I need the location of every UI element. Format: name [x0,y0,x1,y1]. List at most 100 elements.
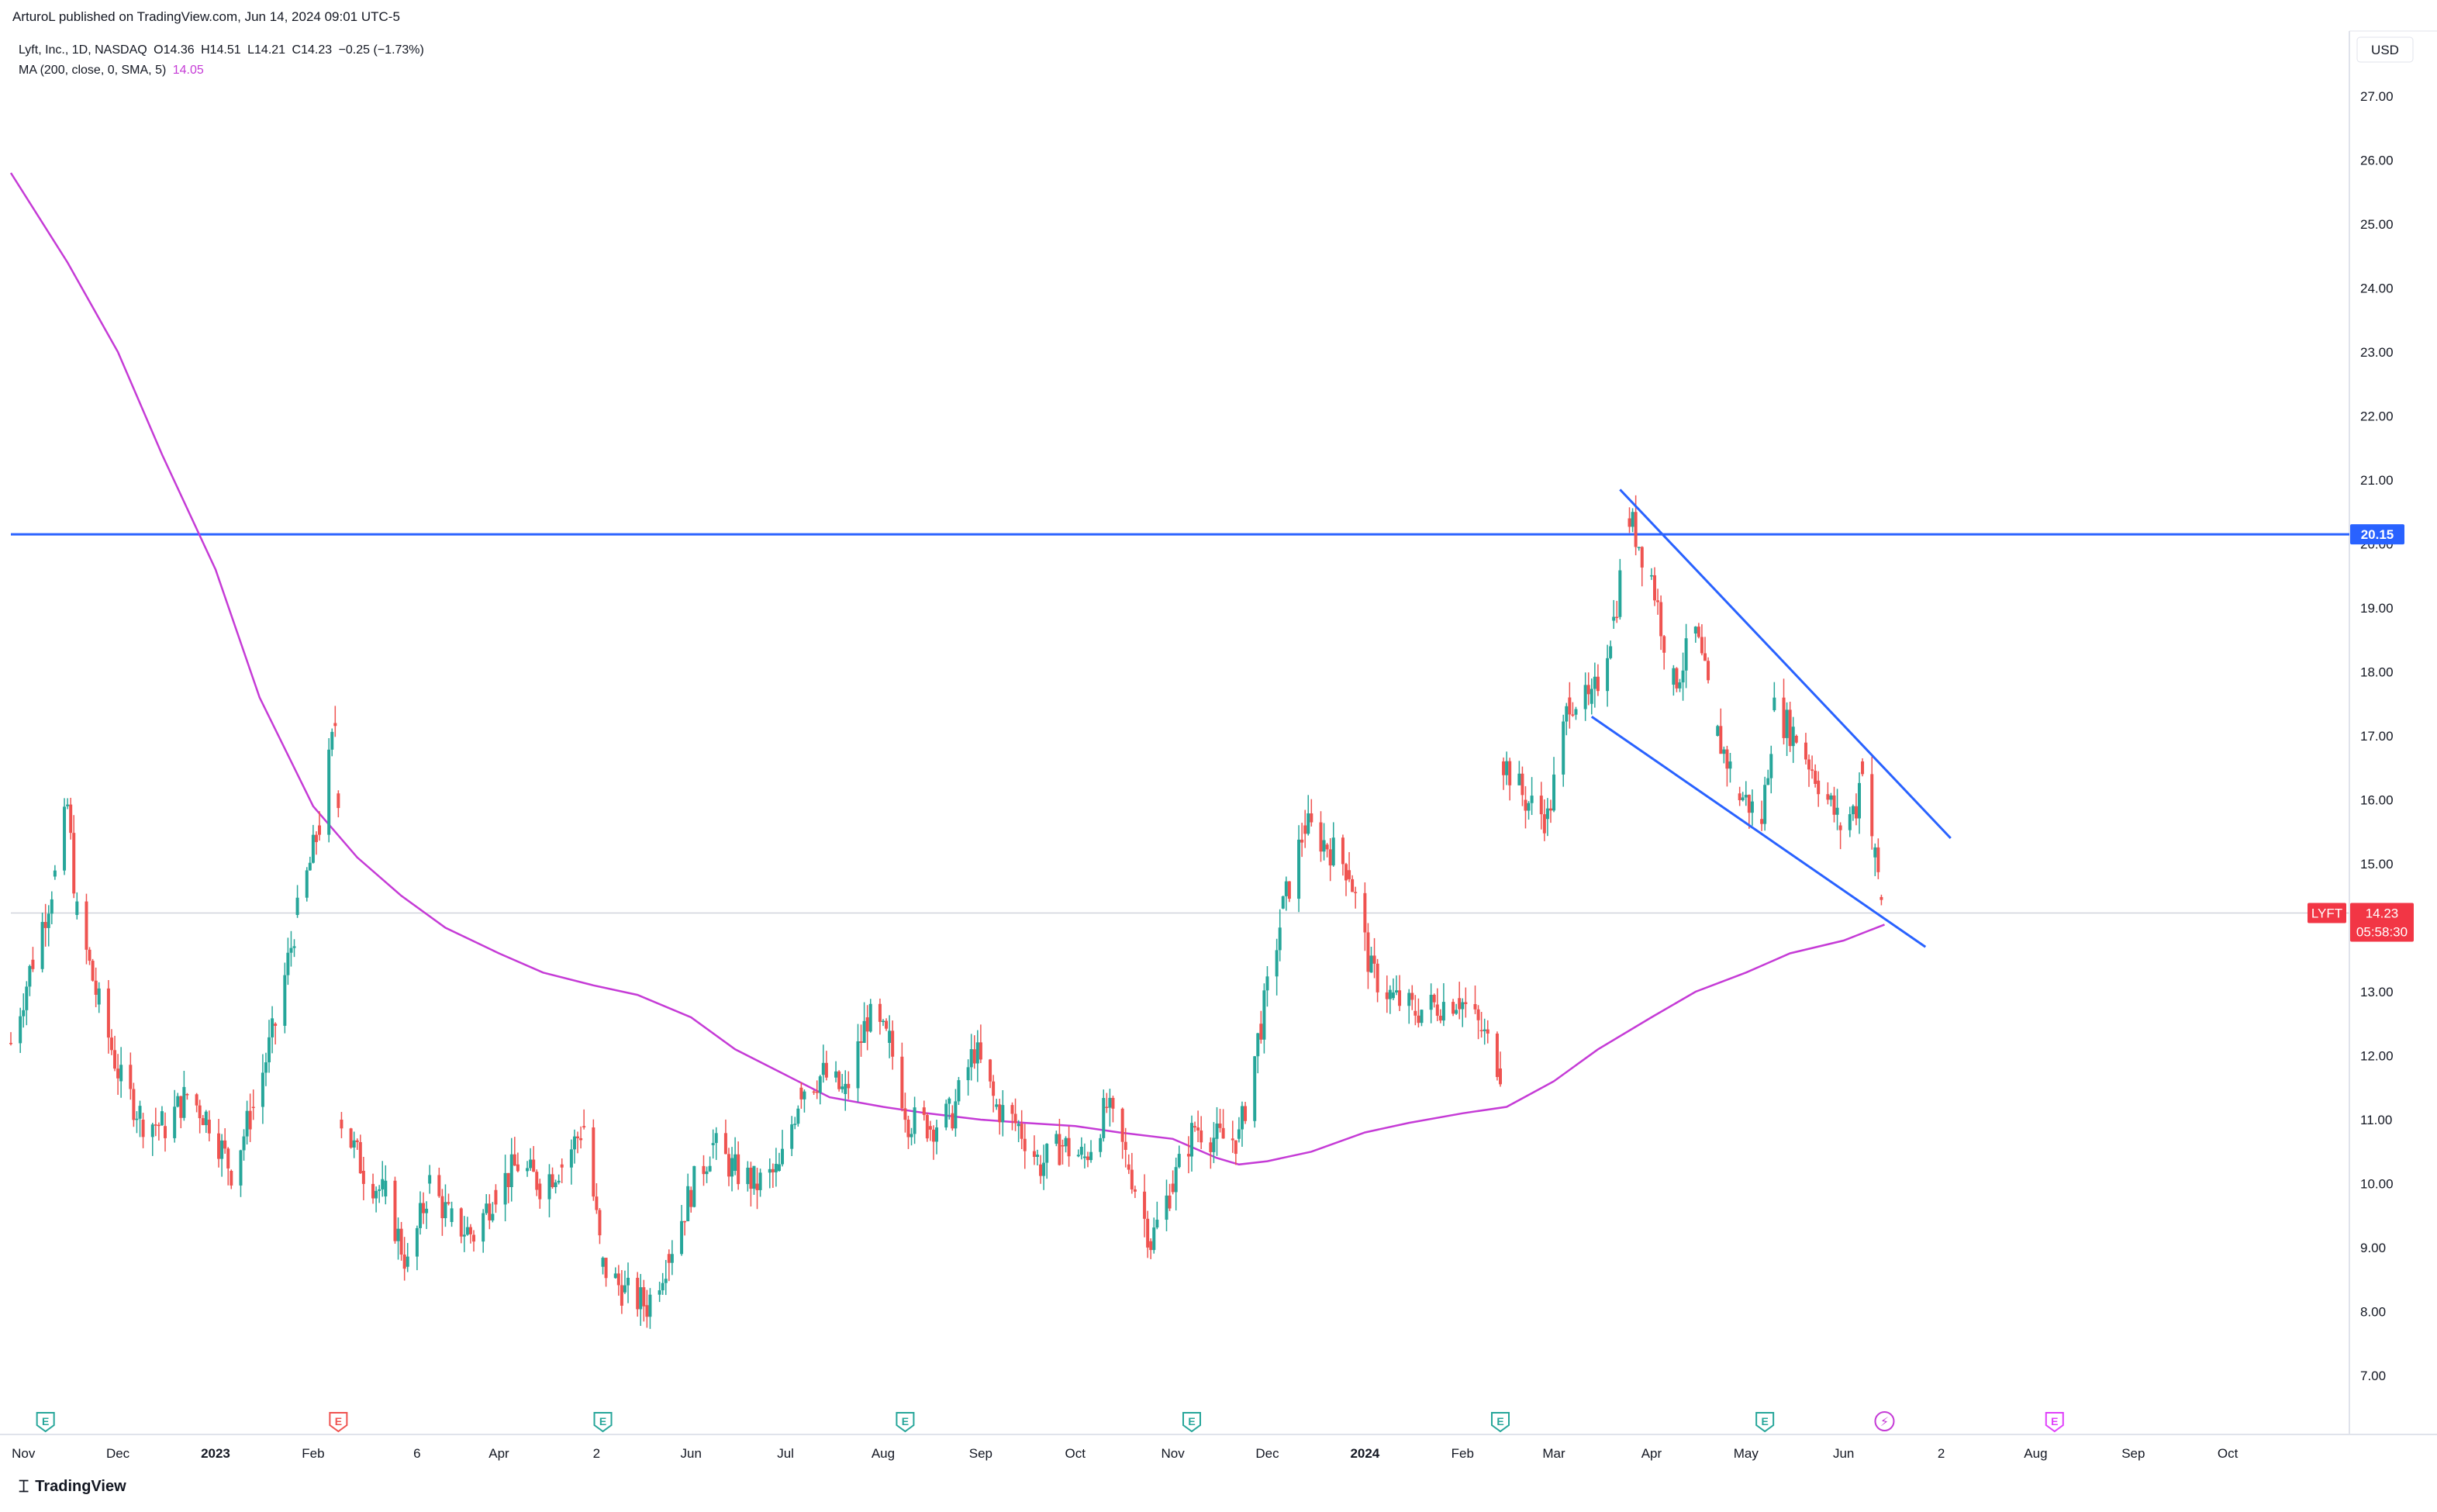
candle-body[interactable] [75,901,79,915]
candle-body[interactable] [1634,512,1638,547]
candle-body[interactable] [569,1149,573,1168]
candle-body[interactable] [399,1228,403,1255]
candle-body[interactable] [1725,749,1729,769]
candle-body[interactable] [1234,1140,1237,1155]
candle-body[interactable] [526,1168,530,1172]
candle-body[interactable] [865,1017,869,1032]
candle-body[interactable] [176,1096,180,1107]
candle-body[interactable] [551,1174,554,1187]
candle-body[interactable] [1307,813,1310,834]
candle-body[interactable] [554,1182,557,1187]
candle-body[interactable] [1596,676,1600,692]
earnings-icon[interactable] [896,1412,915,1433]
candle-body[interactable] [734,1154,737,1171]
candle-body[interactable] [989,1059,992,1082]
candle-body[interactable] [723,1133,727,1155]
candle-body[interactable] [1259,1024,1263,1040]
candle-body[interactable] [1102,1098,1106,1138]
candle-body[interactable] [422,1203,426,1213]
candle-body[interactable] [595,1196,599,1210]
candle-body[interactable] [1001,1105,1005,1123]
candle-body[interactable] [1854,806,1858,819]
candle-body[interactable] [755,1183,759,1190]
candle-body[interactable] [314,834,318,843]
candle-body[interactable] [1388,989,1392,999]
candle-body[interactable] [1020,1124,1023,1139]
candle-body[interactable] [1171,1183,1175,1193]
candle-body[interactable] [50,899,54,914]
candle-body[interactable] [1127,1164,1130,1170]
candle-body[interactable] [1108,1097,1112,1108]
candle-body[interactable] [1738,793,1741,801]
candle-body[interactable] [1527,803,1531,811]
candle-body[interactable] [623,1285,627,1293]
candle-body[interactable] [132,1089,136,1120]
candle-body[interactable] [1618,570,1622,617]
candle-body[interactable] [503,1172,507,1205]
candle-body[interactable] [642,1287,646,1307]
candle-body[interactable] [774,1164,778,1172]
candle-body[interactable] [1209,1142,1213,1152]
candle-body[interactable] [465,1227,469,1235]
candle-body[interactable] [1344,864,1348,881]
candle-body[interactable] [1348,870,1351,879]
candle-body[interactable] [261,1072,264,1107]
candle-body[interactable] [1394,990,1398,992]
candle-body[interactable] [355,1140,359,1142]
candle-body[interactable] [1391,992,1395,999]
candle-body[interactable] [1838,825,1842,830]
candle-body[interactable] [1807,759,1811,770]
candle-body[interactable] [1420,1010,1424,1024]
candle-body[interactable] [1744,795,1748,798]
candle-body[interactable] [286,952,290,975]
candle-body[interactable] [1684,638,1688,671]
candle-body[interactable] [119,1065,123,1082]
candle-body[interactable] [1417,1015,1420,1024]
candle-body[interactable] [337,793,340,809]
candle-body[interactable] [613,1273,617,1279]
candle-body[interactable] [711,1143,715,1145]
candle-body[interactable] [689,1189,693,1207]
candle-body[interactable] [881,1020,885,1023]
candle-body[interactable] [1508,761,1512,785]
candle-body[interactable] [264,1062,268,1073]
candle-body[interactable] [1707,661,1710,681]
candle-body[interactable] [1079,1147,1083,1155]
candle-body[interactable] [330,731,334,750]
candle-body[interactable] [1130,1169,1134,1189]
candle-body[interactable] [1703,653,1707,661]
candle-body[interactable] [220,1140,224,1159]
earnings-icon[interactable] [1755,1412,1775,1433]
candle-body[interactable] [1398,990,1402,1006]
candle-body[interactable] [572,1136,576,1150]
candle-body[interactable] [737,1154,740,1185]
candle-body[interactable] [815,1091,819,1093]
candle-body[interactable] [1728,761,1732,769]
candle-body[interactable] [604,1258,608,1279]
candle-body[interactable] [375,1190,378,1199]
candle-body[interactable] [1196,1127,1200,1131]
candle-body[interactable] [1281,896,1285,909]
candle-body[interactable] [560,1164,564,1168]
candle-body[interactable] [1486,1029,1489,1034]
candle-body[interactable] [862,1020,866,1043]
tradingview-logo[interactable]: ⌶ TradingView [19,1477,126,1496]
earnings-icon[interactable] [329,1412,348,1433]
candle-body[interactable] [47,913,50,928]
candle-body[interactable] [106,988,110,1038]
candle-body[interactable] [402,1254,406,1269]
candle-body[interactable] [1013,1113,1017,1124]
candle-body[interactable] [361,1171,365,1184]
candle-body[interactable] [1464,1002,1468,1004]
candle-body[interactable] [1848,814,1852,830]
candle-body[interactable] [1297,839,1301,899]
candle-body[interactable] [1693,627,1697,633]
candle-body[interactable] [1615,616,1619,619]
candle-body[interactable] [472,1234,476,1242]
candle-body[interactable] [9,1043,12,1044]
candle-body[interactable] [954,1101,958,1129]
candle-body[interactable] [1880,896,1883,900]
candle-body[interactable] [859,1041,863,1043]
candle-body[interactable] [406,1256,409,1267]
candle-body[interactable] [349,1128,353,1148]
